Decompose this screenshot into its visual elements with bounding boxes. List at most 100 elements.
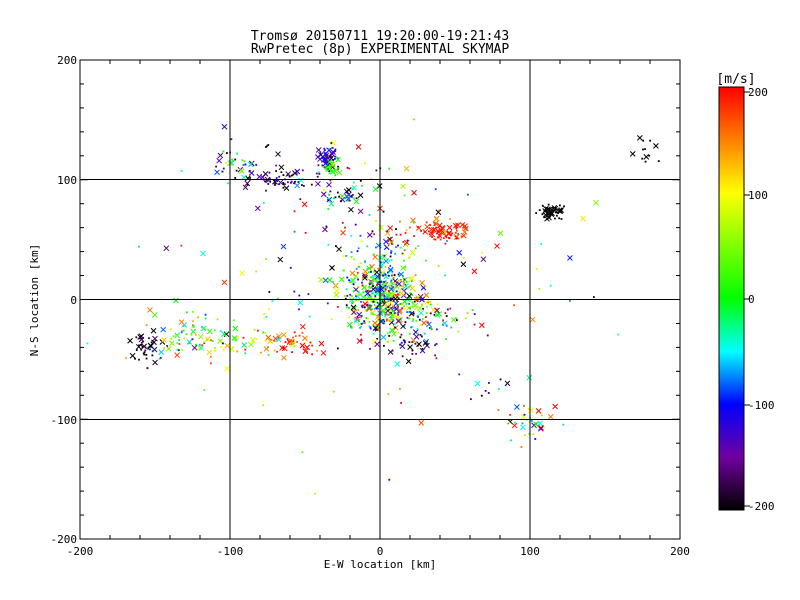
echo-point <box>391 297 394 300</box>
echo-point <box>384 273 387 276</box>
echo-point <box>135 336 138 339</box>
echo-point <box>369 327 372 330</box>
echo-point <box>360 184 363 187</box>
echo-point <box>255 270 258 273</box>
echo-point <box>324 149 326 152</box>
echo-point <box>141 345 144 348</box>
echo-point <box>348 281 351 284</box>
echo-point <box>338 195 341 198</box>
echo-point <box>473 313 476 315</box>
echo-point <box>324 166 326 169</box>
echo-point <box>294 335 297 338</box>
echo-point <box>368 304 371 307</box>
echo-point <box>411 294 414 296</box>
echo-point <box>399 284 401 287</box>
echo-point <box>183 325 185 328</box>
echo-point <box>145 324 148 327</box>
echo-point <box>349 293 352 296</box>
echo-point <box>376 282 379 285</box>
echo-point <box>359 333 362 336</box>
echo-point <box>443 231 445 234</box>
echo-point <box>405 229 408 232</box>
echo-point <box>359 179 362 182</box>
echo-point <box>411 320 414 323</box>
echo-point <box>210 355 212 358</box>
echo-point <box>232 325 239 332</box>
echo-point <box>253 328 256 331</box>
echo-point <box>140 341 143 344</box>
echo-point <box>323 147 326 150</box>
echo-point <box>388 478 391 481</box>
echo-point <box>372 267 374 270</box>
echo-point <box>429 301 431 303</box>
echo-point <box>427 301 430 304</box>
echo-point <box>343 269 345 272</box>
echo-point <box>336 169 343 176</box>
echo-point <box>523 404 525 407</box>
echo-point <box>549 284 552 287</box>
echo-point <box>466 312 469 315</box>
echo-point <box>147 307 153 313</box>
echo-point <box>352 181 355 184</box>
echo-point <box>239 270 245 277</box>
echo-point <box>348 316 351 319</box>
echo-point <box>242 184 249 191</box>
echo-point <box>217 152 224 159</box>
echo-point <box>406 287 408 290</box>
echo-point <box>399 336 402 339</box>
echo-point <box>412 118 415 121</box>
echo-point <box>454 231 457 234</box>
echo-point <box>268 291 271 293</box>
echo-point <box>265 334 272 341</box>
echo-point <box>513 304 516 307</box>
echo-point <box>150 341 153 344</box>
echo-point <box>401 355 404 358</box>
echo-point <box>542 426 545 429</box>
echo-point <box>357 192 364 199</box>
echo-point <box>392 304 394 307</box>
echo-point <box>648 154 651 157</box>
echo-point <box>197 316 200 319</box>
echo-point <box>362 322 364 325</box>
echo-point <box>366 290 369 292</box>
echo-point <box>386 341 389 343</box>
echo-point <box>643 154 650 160</box>
echo-point <box>283 185 290 191</box>
echo-point <box>411 317 414 320</box>
echo-point <box>381 291 384 294</box>
echo-point <box>192 310 194 313</box>
echo-point <box>316 349 318 352</box>
echo-point <box>292 173 295 176</box>
echo-point <box>344 297 347 300</box>
echo-point <box>367 307 370 310</box>
echo-point <box>449 218 451 220</box>
echo-point <box>375 220 377 222</box>
echo-point <box>424 223 430 230</box>
echo-point <box>388 260 391 262</box>
echo-point <box>195 343 197 346</box>
echo-point <box>275 170 278 172</box>
echo-point <box>402 339 405 342</box>
echo-point <box>403 324 406 327</box>
echo-point <box>444 242 447 245</box>
echo-point <box>332 168 339 174</box>
echo-point <box>326 302 329 305</box>
echo-point <box>408 341 411 344</box>
echo-point <box>534 438 537 440</box>
echo-point <box>379 225 382 227</box>
echo-point <box>394 361 401 367</box>
echo-point <box>298 177 304 184</box>
echo-point <box>242 164 245 166</box>
echo-point <box>528 407 534 414</box>
echo-point <box>203 341 206 344</box>
echo-point <box>446 224 453 231</box>
echo-point <box>166 345 169 347</box>
echo-point <box>438 229 441 231</box>
echo-point <box>370 309 376 316</box>
echo-point <box>383 238 389 245</box>
echo-point <box>403 249 406 252</box>
echo-point <box>405 358 412 365</box>
echo-point <box>356 338 363 344</box>
echo-point <box>316 175 319 178</box>
echo-point <box>262 171 269 177</box>
